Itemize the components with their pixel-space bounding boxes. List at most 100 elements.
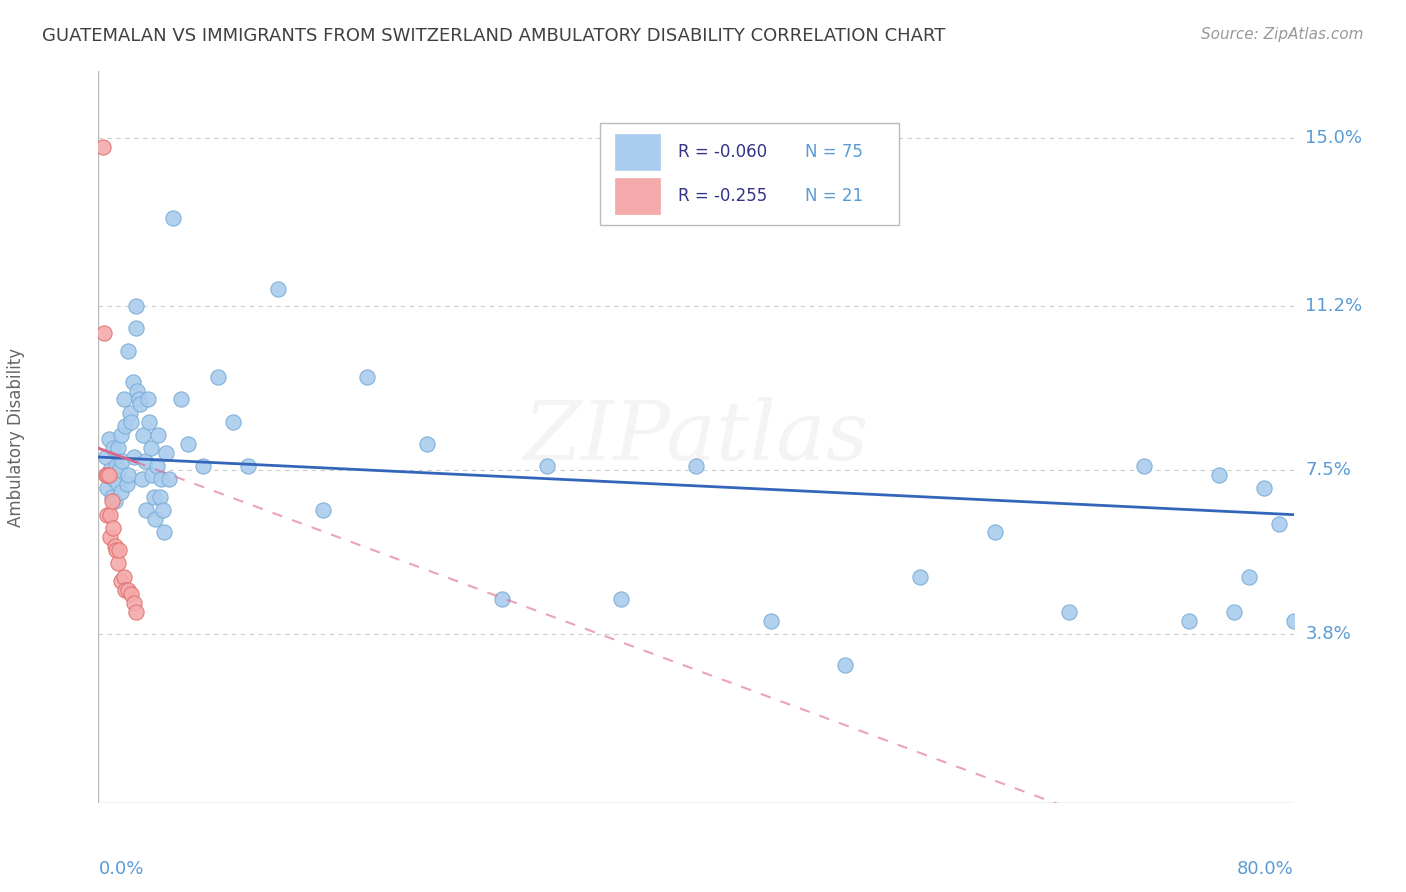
Point: [610, 591, 633, 606]
Point: [94, 467, 117, 482]
Point: [103, 472, 125, 486]
Point: [149, 490, 172, 504]
Bar: [616, 134, 661, 169]
Point: [177, 436, 200, 450]
Point: [984, 525, 1007, 540]
Point: [114, 582, 136, 597]
Point: [104, 494, 127, 508]
Point: [155, 445, 177, 459]
Point: [191, 458, 214, 473]
Point: [125, 299, 148, 313]
Point: [114, 419, 136, 434]
Text: 11.2%: 11.2%: [1306, 297, 1362, 315]
Point: [117, 343, 139, 358]
Point: [148, 428, 170, 442]
Point: [138, 415, 160, 429]
Text: Ambulatory Disability: Ambulatory Disability: [7, 348, 25, 526]
Point: [110, 574, 132, 589]
Point: [127, 384, 149, 398]
Point: [491, 591, 513, 606]
Point: [120, 415, 142, 429]
Text: 7.5%: 7.5%: [1306, 461, 1351, 479]
Point: [108, 543, 131, 558]
Point: [759, 614, 782, 628]
Point: [97, 467, 120, 482]
Point: [105, 458, 128, 473]
Point: [356, 370, 378, 384]
Point: [416, 436, 439, 450]
Point: [267, 282, 290, 296]
Point: [131, 472, 153, 486]
Point: [118, 406, 141, 420]
Point: [834, 658, 856, 673]
Point: [112, 570, 135, 584]
Point: [135, 503, 157, 517]
Point: [153, 525, 176, 540]
Text: 3.8%: 3.8%: [1306, 625, 1351, 643]
Point: [111, 454, 134, 468]
Point: [108, 463, 131, 477]
Point: [1253, 481, 1275, 495]
Point: [908, 570, 931, 584]
Point: [134, 454, 156, 468]
Point: [129, 397, 152, 411]
Point: [685, 458, 707, 473]
Point: [1282, 614, 1305, 628]
Point: [107, 476, 129, 491]
Point: [236, 458, 259, 473]
Point: [124, 596, 146, 610]
Point: [96, 481, 118, 495]
Point: [94, 450, 117, 464]
Point: [1237, 570, 1260, 584]
Text: Source: ZipAtlas.com: Source: ZipAtlas.com: [1201, 27, 1364, 42]
Text: 15.0%: 15.0%: [1306, 128, 1362, 147]
Point: [124, 450, 146, 464]
Text: R = -0.255: R = -0.255: [678, 186, 768, 204]
Point: [139, 441, 162, 455]
Point: [136, 392, 159, 407]
Point: [96, 508, 118, 522]
Point: [96, 467, 118, 482]
Point: [536, 458, 558, 473]
Point: [117, 582, 139, 597]
Point: [141, 467, 163, 482]
Point: [121, 375, 143, 389]
Point: [152, 503, 174, 517]
Text: 0.0%: 0.0%: [98, 861, 143, 879]
Point: [128, 392, 150, 407]
Point: [120, 587, 142, 601]
Point: [112, 392, 135, 407]
Text: N = 75: N = 75: [806, 143, 863, 161]
FancyBboxPatch shape: [600, 122, 900, 225]
Point: [142, 490, 165, 504]
Point: [117, 467, 139, 482]
Point: [103, 521, 125, 535]
Point: [110, 485, 132, 500]
Point: [1267, 516, 1289, 531]
Bar: [616, 178, 661, 213]
Point: [1133, 458, 1156, 473]
Point: [1223, 605, 1246, 619]
Point: [93, 326, 115, 340]
Text: ZIPatlas: ZIPatlas: [523, 397, 869, 477]
Text: N = 21: N = 21: [806, 186, 863, 204]
Point: [91, 139, 114, 153]
Point: [107, 441, 129, 455]
Point: [162, 211, 184, 225]
Point: [222, 415, 245, 429]
Point: [1208, 467, 1230, 482]
Point: [105, 543, 128, 558]
Point: [104, 539, 127, 553]
Point: [107, 557, 129, 571]
Text: GUATEMALAN VS IMMIGRANTS FROM SWITZERLAND AMBULATORY DISABILITY CORRELATION CHAR: GUATEMALAN VS IMMIGRANTS FROM SWITZERLAN…: [42, 27, 946, 45]
Text: 80.0%: 80.0%: [1237, 861, 1294, 879]
Point: [101, 494, 124, 508]
Point: [143, 512, 166, 526]
Point: [132, 428, 155, 442]
Point: [97, 432, 120, 446]
Point: [150, 472, 173, 486]
Point: [125, 605, 148, 619]
Point: [157, 472, 180, 486]
Point: [311, 503, 333, 517]
Point: [98, 463, 122, 477]
